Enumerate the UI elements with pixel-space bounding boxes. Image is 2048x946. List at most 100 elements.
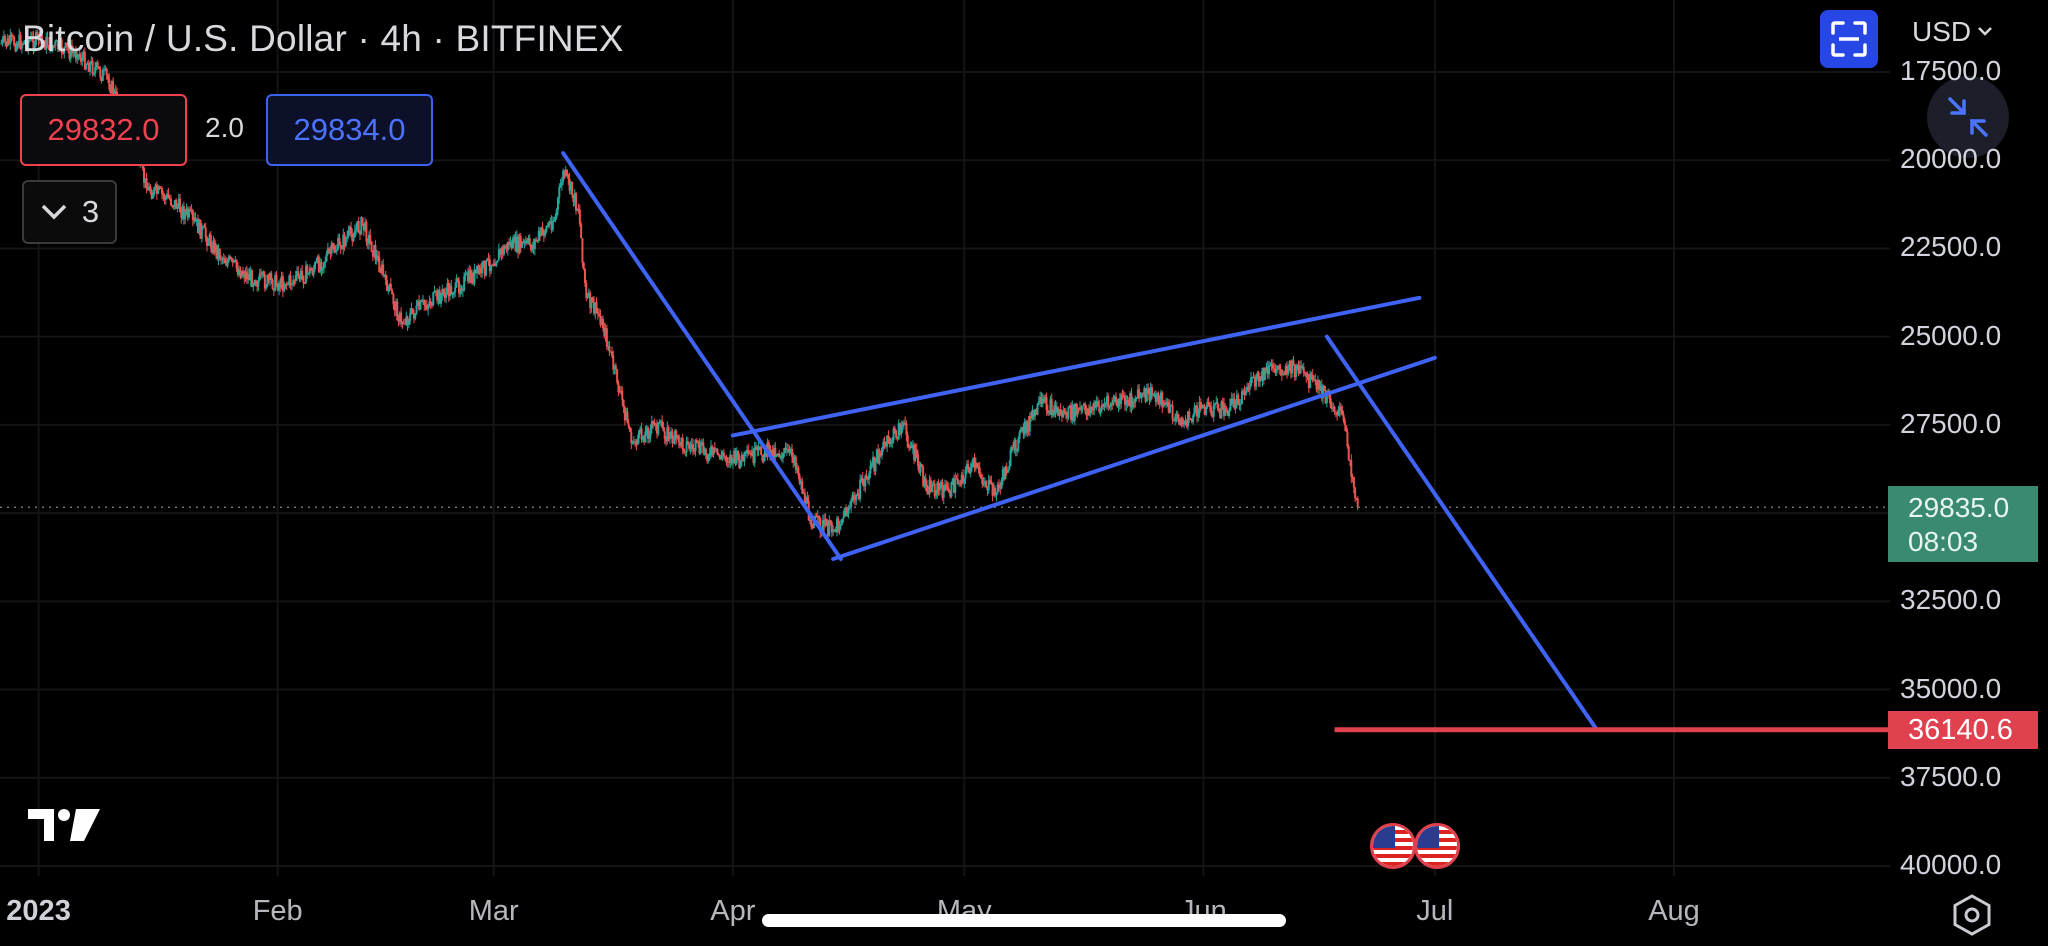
candle-body: [252, 284, 255, 287]
candle-body: [1334, 411, 1337, 413]
candle-body: [14, 45, 17, 51]
candle-body: [945, 484, 948, 488]
candle-body: [497, 249, 500, 261]
candle-body: [1001, 468, 1004, 481]
candle-body: [74, 51, 77, 59]
candle-body: [803, 492, 806, 504]
candle-body: [236, 268, 239, 275]
candle-body: [307, 273, 310, 275]
candle-body: [1059, 409, 1062, 414]
candle-body: [1109, 403, 1112, 407]
candle-body: [594, 302, 597, 314]
chart-settings-button[interactable]: [1950, 893, 1994, 942]
tradingview-logo[interactable]: [26, 805, 102, 850]
candle-body: [1296, 365, 1299, 369]
candle-body: [1000, 480, 1003, 489]
candle-body: [851, 494, 854, 501]
candle-body: [530, 244, 532, 251]
candle-body: [233, 260, 235, 263]
buy-price-button[interactable]: 29834.0: [266, 94, 433, 166]
candle-body: [521, 241, 523, 248]
candle-body: [996, 484, 999, 493]
candle-body: [491, 264, 494, 266]
time-axis-label: Aug: [1648, 895, 1700, 927]
candle-body: [397, 320, 400, 322]
candle-body: [1133, 401, 1135, 403]
candle-body: [654, 423, 657, 425]
candle-body: [384, 274, 387, 281]
candle-body: [685, 441, 688, 453]
candle-body: [1061, 413, 1063, 417]
tradingview-logo-icon: [28, 809, 100, 841]
candle-body: [963, 478, 966, 483]
candle-body: [1214, 403, 1216, 406]
candle-body: [927, 492, 930, 495]
candle-body: [28, 40, 31, 42]
candle-body: [1161, 392, 1164, 408]
sell-price-button[interactable]: 29832.0: [20, 94, 187, 166]
currency-selector[interactable]: USD: [1912, 16, 1993, 48]
us-flag-icon[interactable]: [1414, 823, 1460, 869]
candle-body: [1219, 410, 1222, 418]
candle-body: [888, 438, 891, 445]
candle-body: [468, 270, 471, 282]
candle-body: [755, 446, 757, 448]
candle-body: [425, 305, 428, 310]
candle-body: [288, 275, 291, 284]
candle-body: [215, 244, 217, 253]
candle-body: [746, 449, 748, 452]
candle-body: [1212, 405, 1215, 418]
candle-body: [802, 492, 805, 494]
candle-body: [634, 441, 637, 443]
candle-body: [359, 232, 361, 235]
candle-body: [166, 193, 169, 197]
candle-body: [411, 308, 414, 314]
us-flag-icon[interactable]: [1370, 823, 1416, 869]
candle-body: [256, 285, 259, 287]
candle-body: [58, 40, 61, 50]
candle-body: [1034, 409, 1036, 417]
candle-body: [1341, 409, 1344, 415]
candle-body: [479, 267, 482, 274]
candle-body: [710, 446, 712, 454]
candle-body: [878, 453, 881, 464]
candle-body: [881, 448, 883, 456]
candle-body: [780, 456, 783, 459]
economic-events[interactable]: [1370, 820, 1470, 872]
candle-body: [905, 423, 908, 436]
candle-body: [261, 272, 264, 275]
indicators-toggle-button[interactable]: 3: [22, 180, 117, 244]
candle-body: [1198, 402, 1201, 414]
minimize-button[interactable]: [1927, 76, 2009, 158]
candle-body: [1022, 426, 1025, 434]
candle-body: [1039, 396, 1042, 401]
candle-body: [1049, 399, 1052, 413]
candle-body: [640, 428, 643, 440]
candle-body: [1071, 404, 1074, 420]
candle-body: [787, 449, 790, 453]
candle-body: [1288, 361, 1291, 370]
candle-body: [310, 268, 313, 271]
candle-body: [770, 449, 773, 456]
fullscreen-button[interactable]: [1820, 10, 1878, 68]
candle-body: [1217, 408, 1220, 411]
candle-body: [863, 483, 865, 487]
candle-body: [114, 90, 117, 92]
candle-body: [776, 453, 779, 456]
candle-body: [510, 242, 513, 249]
candle-body: [914, 449, 917, 461]
candle-body: [528, 238, 531, 245]
candle-body: [680, 437, 683, 446]
candle-body: [370, 241, 373, 252]
candle-body: [1124, 396, 1126, 405]
candle-body: [800, 481, 802, 484]
candle-body: [1180, 418, 1183, 425]
candle-body: [1081, 406, 1084, 410]
candle-body: [171, 205, 174, 207]
candle-body: [418, 301, 421, 310]
candle-body: [870, 463, 873, 466]
candle-body: [1298, 366, 1301, 374]
candle-body: [1050, 399, 1053, 416]
candle-body: [778, 453, 781, 458]
candle-body: [1229, 398, 1232, 411]
